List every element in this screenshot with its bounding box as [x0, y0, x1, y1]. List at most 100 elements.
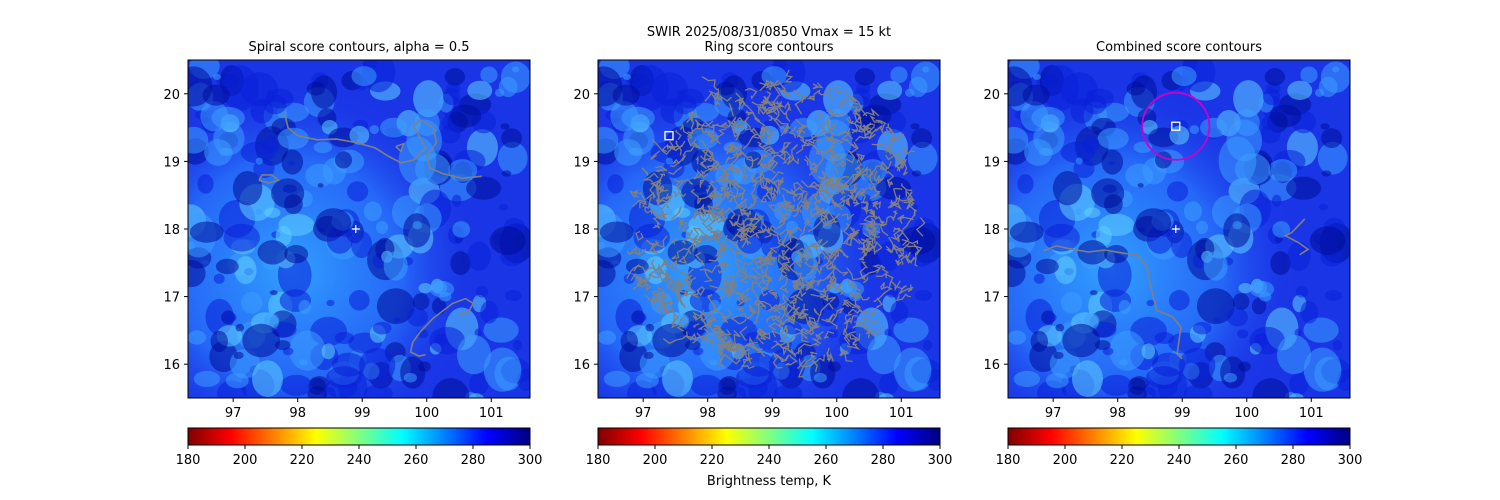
center-plus-marker: [351, 225, 360, 233]
ring-contour-segment: [741, 158, 754, 171]
x-tick-label: 101: [479, 406, 504, 421]
ring-contour-segment: [782, 194, 794, 210]
panel-2: Ring score contours 97 98 99 100 101 16 17 18 19 2…: [573, 40, 952, 468]
ring-contour-segment: [875, 297, 883, 309]
ring-contour-segment: [856, 165, 869, 180]
ring-contour-segment: [893, 242, 910, 255]
ring-contour-segment: [711, 210, 729, 221]
colorbar: 180 200 220 240 260 280 300: [996, 427, 1362, 468]
ring-contour-segment: [734, 97, 745, 107]
ring-contour-segment: [767, 154, 776, 164]
ring-contour-segment: [733, 330, 741, 339]
ring-contour-segment: [721, 315, 729, 324]
ring-contour-segment: [861, 202, 869, 215]
ring-contour-segment: [751, 125, 768, 139]
ring-contour-segment: [746, 336, 758, 348]
ring-contour-segment: [728, 194, 748, 216]
ring-contour-segment: [852, 319, 870, 329]
ring-contour-segment: [694, 307, 716, 322]
ring-contour-segment: [738, 348, 753, 360]
ring-contour-segment: [760, 284, 769, 297]
ring-contour-segment: [707, 293, 716, 308]
ring-contour-segment: [635, 275, 649, 286]
ring-contour-segment: [730, 315, 747, 325]
ring-contour-segment: [797, 356, 815, 378]
ring-contour-segment: [823, 330, 835, 339]
ring-contour-segment: [845, 198, 851, 207]
ring-contour-segment: [728, 103, 735, 117]
ring-contour-segment: [793, 226, 803, 232]
ring-contour-segment: [697, 322, 709, 330]
ring-contour-segment: [736, 297, 751, 306]
brightness-image: [1008, 60, 1350, 398]
ring-contour-segment: [753, 293, 761, 306]
ring-contour-segment: [778, 150, 800, 165]
ring-contour-segment: [715, 96, 723, 106]
ring-contour-segment: [837, 130, 854, 140]
ring-contour-segment: [807, 216, 827, 232]
ring-contour-segment: [717, 350, 725, 368]
ring-contour-segment: [777, 238, 787, 248]
ring-contour-segment: [761, 96, 768, 105]
colorbar-tick-label: 220: [1110, 453, 1135, 468]
ring-contour-segment: [817, 268, 836, 282]
ring-contour-segment: [713, 91, 733, 102]
ring-contour-segment: [656, 186, 665, 195]
ring-contour-segment: [908, 197, 918, 212]
contour-line-1: [284, 113, 482, 180]
ring-contour-segment: [843, 330, 856, 346]
colorbar-tick-label: 180: [176, 453, 201, 468]
square-marker: [1171, 121, 1181, 131]
ring-contour-segment: [799, 217, 811, 237]
ring-contour-segment: [816, 265, 823, 275]
ring-contour-segment: [850, 333, 861, 342]
ring-contour-segment: [632, 278, 648, 290]
ring-contour-segment: [828, 279, 837, 287]
ring-contour-segment: [823, 133, 836, 144]
colorbar-tick-label: 180: [996, 453, 1021, 468]
ring-contour-segment: [750, 169, 765, 184]
ring-contour-segment: [643, 259, 657, 273]
ring-contour-segment: [867, 327, 882, 339]
ring-contour-segment: [687, 241, 699, 255]
ring-contour-segment: [750, 127, 764, 143]
ring-contour-segment: [690, 188, 702, 205]
ring-contour-segment: [843, 223, 855, 236]
contour-line-2: [258, 174, 280, 184]
ring-contour-segment: [660, 203, 670, 210]
ring-contour-segment: [766, 160, 775, 170]
ring-contour-segment: [809, 351, 818, 358]
ring-contour-segment: [873, 170, 885, 185]
ring-contour-segment: [678, 191, 687, 198]
ring-contour-segment: [840, 98, 859, 106]
ring-contour-segment: [759, 333, 767, 341]
ring-contour-segment: [900, 251, 911, 265]
ring-contour-segment: [849, 182, 858, 194]
ring-contour-segment: [673, 178, 694, 185]
ring-contour-segment: [819, 302, 834, 316]
ring-contour-segment: [792, 281, 808, 287]
ring-contour-segment: [848, 116, 854, 125]
y-tick-label: 17: [573, 291, 590, 306]
ring-contour-segment: [712, 231, 722, 240]
ring-contour-segment: [702, 164, 716, 174]
ring-contour-segment: [884, 273, 894, 290]
ring-contour-segment: [846, 278, 861, 292]
ring-contour-segment: [810, 207, 825, 218]
ring-contour-segment: [786, 230, 800, 241]
ring-contour-segment: [644, 196, 653, 214]
contours: [626, 69, 926, 378]
ring-contour-segment: [793, 181, 804, 190]
ring-contour-segment: [897, 214, 914, 224]
ring-contour-segment: [715, 261, 731, 267]
ring-contour-segment: [717, 215, 725, 224]
ring-contour-segment: [719, 246, 727, 255]
ring-contour-segment: [769, 230, 790, 253]
ring-contour-segment: [863, 215, 875, 228]
ring-contour-segment: [739, 326, 748, 342]
ring-contour-segment: [693, 169, 709, 180]
ring-contour-segment: [677, 268, 694, 276]
ring-contour-segment: [893, 187, 903, 201]
ring-contour-segment: [857, 247, 869, 261]
